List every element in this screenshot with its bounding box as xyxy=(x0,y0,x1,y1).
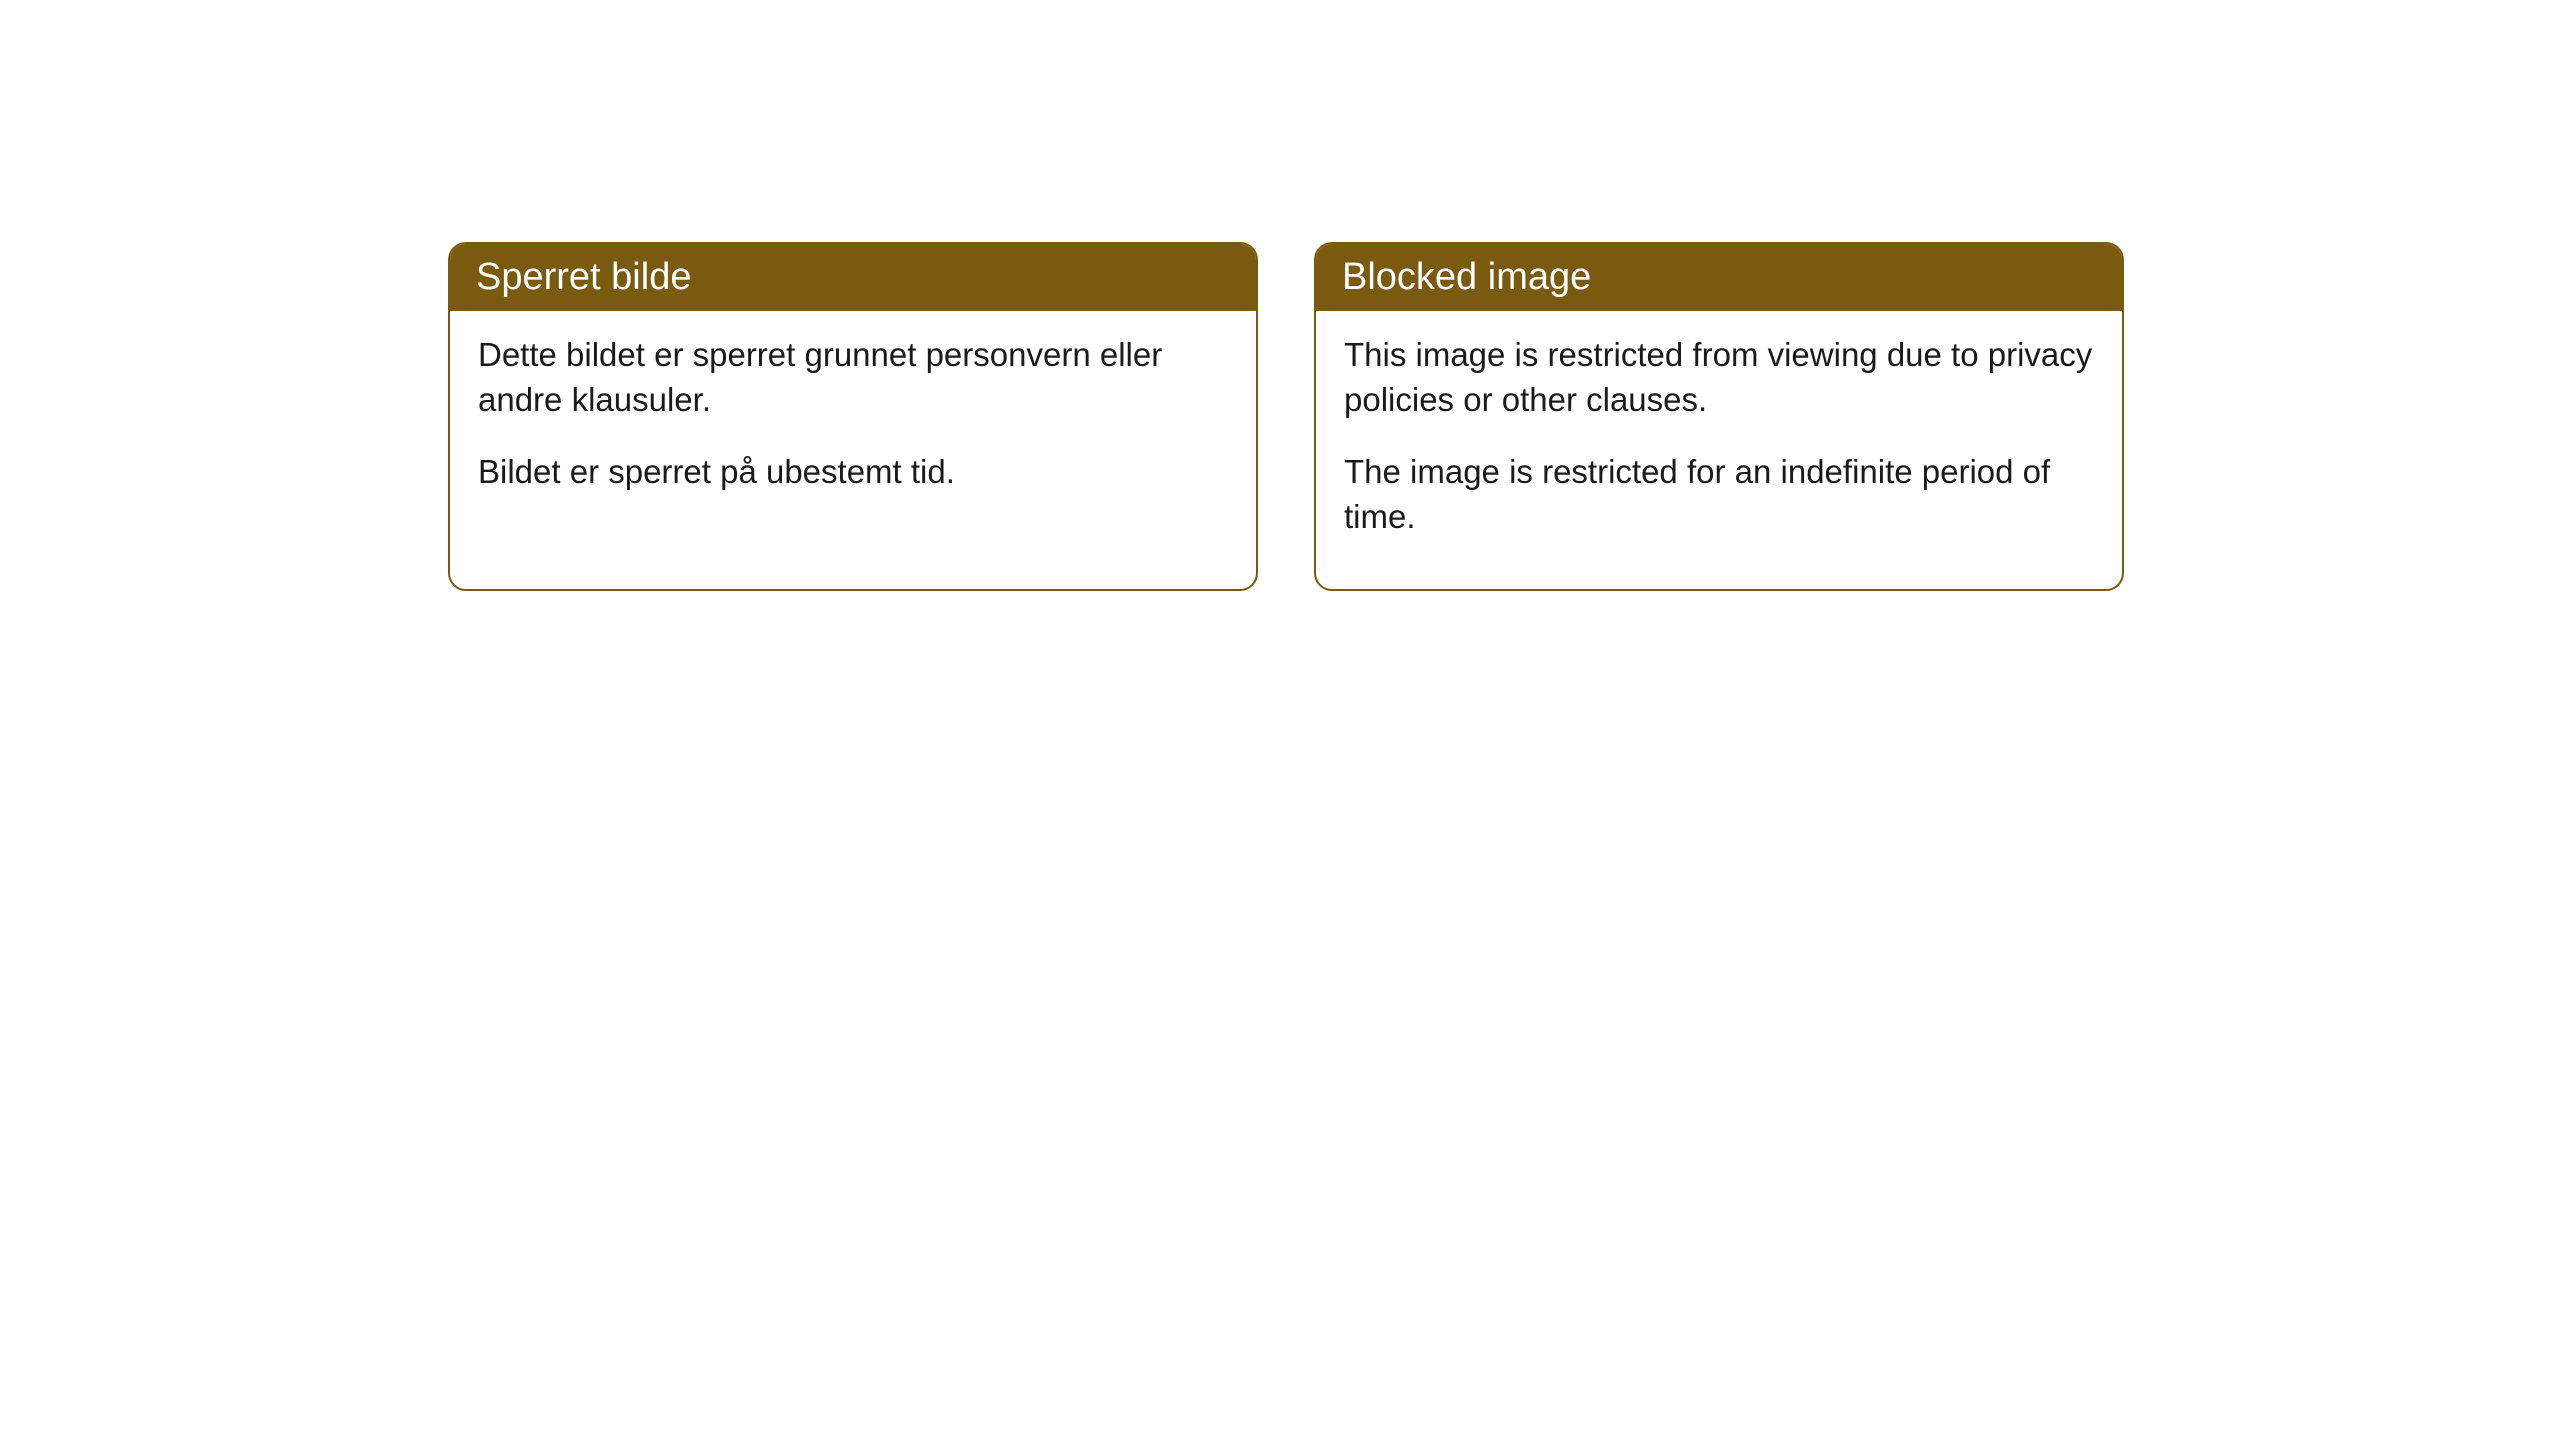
blocked-image-card-english: Blocked image This image is restricted f… xyxy=(1314,242,2124,591)
card-body: This image is restricted from viewing du… xyxy=(1316,311,2122,589)
card-paragraph-2: The image is restricted for an indefinit… xyxy=(1344,450,2094,539)
blocked-image-card-norwegian: Sperret bilde Dette bildet er sperret gr… xyxy=(448,242,1258,591)
notice-container: Sperret bilde Dette bildet er sperret gr… xyxy=(0,0,2560,591)
card-title: Blocked image xyxy=(1316,244,2122,311)
card-body: Dette bildet er sperret grunnet personve… xyxy=(450,311,1256,545)
card-paragraph-2: Bildet er sperret på ubestemt tid. xyxy=(478,450,1228,495)
card-title: Sperret bilde xyxy=(450,244,1256,311)
card-paragraph-1: Dette bildet er sperret grunnet personve… xyxy=(478,333,1228,422)
card-paragraph-1: This image is restricted from viewing du… xyxy=(1344,333,2094,422)
